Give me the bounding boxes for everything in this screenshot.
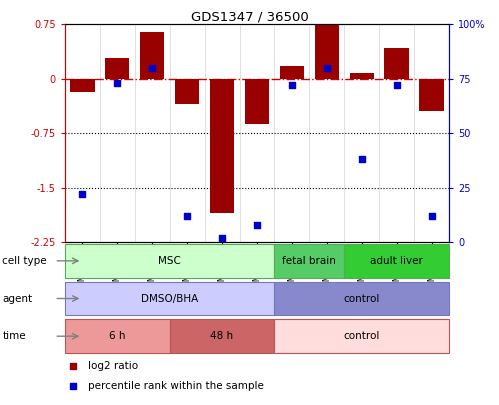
Point <box>113 80 121 86</box>
Bar <box>175 79 199 104</box>
Point <box>148 65 156 71</box>
Bar <box>279 66 304 79</box>
Bar <box>105 58 129 79</box>
Text: agent: agent <box>2 294 32 303</box>
Text: 6 h: 6 h <box>109 331 126 341</box>
Point <box>288 82 296 89</box>
Text: cell type: cell type <box>2 256 47 266</box>
FancyBboxPatch shape <box>65 281 274 315</box>
Text: control: control <box>344 331 380 341</box>
Point <box>393 82 401 89</box>
FancyBboxPatch shape <box>170 319 274 353</box>
Text: fetal brain: fetal brain <box>282 256 336 266</box>
Bar <box>314 24 339 79</box>
FancyBboxPatch shape <box>274 244 344 278</box>
Text: 48 h: 48 h <box>211 331 234 341</box>
Point <box>253 222 261 228</box>
Bar <box>349 73 374 79</box>
Text: time: time <box>2 331 26 341</box>
Point <box>358 156 366 162</box>
Text: control: control <box>344 294 380 303</box>
Point <box>218 234 226 241</box>
Text: DMSO/BHA: DMSO/BHA <box>141 294 198 303</box>
FancyBboxPatch shape <box>274 319 449 353</box>
Bar <box>140 32 164 79</box>
Point <box>428 213 436 219</box>
Point <box>183 213 191 219</box>
FancyBboxPatch shape <box>65 244 274 278</box>
Text: adult liver: adult liver <box>370 256 423 266</box>
Point <box>68 362 76 369</box>
Bar <box>384 48 409 79</box>
Bar <box>210 79 234 213</box>
Bar <box>419 79 444 111</box>
FancyBboxPatch shape <box>274 281 449 315</box>
Point <box>323 65 331 71</box>
Point <box>78 191 86 197</box>
FancyBboxPatch shape <box>65 319 170 353</box>
Bar <box>70 79 95 92</box>
Text: GDS1347 / 36500: GDS1347 / 36500 <box>191 10 308 23</box>
Text: log2 ratio: log2 ratio <box>88 360 138 371</box>
Text: percentile rank within the sample: percentile rank within the sample <box>88 382 264 392</box>
FancyBboxPatch shape <box>344 244 449 278</box>
Text: MSC: MSC <box>158 256 181 266</box>
Bar <box>245 79 269 124</box>
Point <box>68 383 76 390</box>
